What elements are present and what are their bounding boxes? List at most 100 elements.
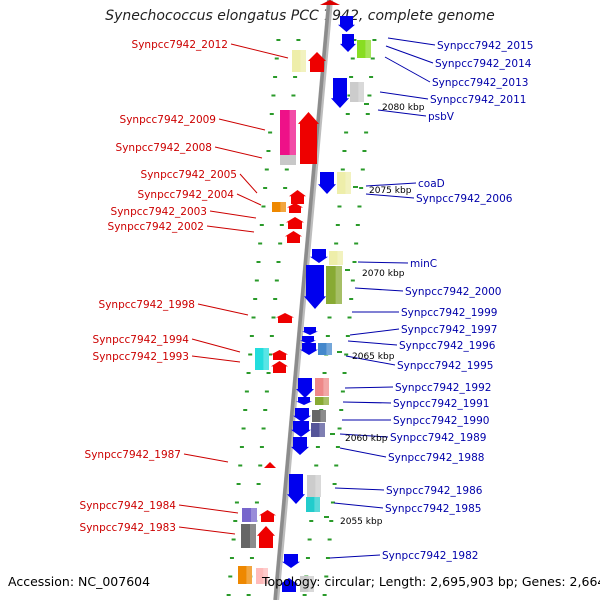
gene-label-left: Synpcc7942_2009 bbox=[120, 114, 216, 126]
gene-label-right: minC bbox=[410, 258, 437, 270]
label-connector bbox=[191, 355, 241, 363]
gene-arrow bbox=[286, 217, 304, 229]
gene-label-right: psbV bbox=[428, 111, 455, 123]
genome-title: Synechococcus elongatus PCC 7942, comple… bbox=[105, 8, 495, 24]
gene-box bbox=[326, 266, 342, 304]
label-connector bbox=[342, 401, 392, 404]
gene-arrow bbox=[302, 327, 318, 335]
gene-box-shade bbox=[326, 343, 332, 355]
gene-label-right: Synpcc7942_2006 bbox=[416, 193, 513, 205]
gene-labels: Synpcc7942_2012 Synpcc7942_2009 Synpcc7942… bbox=[80, 39, 534, 562]
gene-arrow bbox=[291, 437, 309, 455]
gene-label-right: Synpcc7942_2011 bbox=[430, 94, 526, 106]
gene-label-left: Synpcc7942_2005 bbox=[141, 169, 237, 181]
gene-label-right: Synpcc7942_2014 bbox=[435, 58, 532, 70]
label-connector bbox=[344, 386, 394, 389]
gene-box bbox=[306, 497, 320, 512]
gene-box bbox=[272, 202, 286, 212]
gene-label-left: Synpcc7942_1993 bbox=[93, 351, 189, 363]
gene-label-right: Synpcc7942_1990 bbox=[393, 415, 489, 427]
gene-arrow bbox=[280, 578, 298, 592]
gene-arrow bbox=[298, 112, 319, 164]
gene-arrow bbox=[331, 78, 349, 108]
tick-label: 2075 kbp bbox=[369, 186, 412, 196]
gene-box-shade bbox=[250, 524, 256, 548]
gene-label-left: Synpcc7942_1983 bbox=[80, 522, 176, 534]
gene-arrow bbox=[300, 336, 316, 344]
label-connector bbox=[178, 504, 239, 514]
gene-box bbox=[312, 410, 326, 422]
gene-label-right: Synpcc7942_1988 bbox=[388, 452, 484, 464]
gene-label-right: Synpcc7942_1995 bbox=[397, 360, 493, 372]
gene-features bbox=[238, 0, 371, 592]
tick-label: 2065 kbp bbox=[352, 352, 395, 362]
label-connectors bbox=[178, 37, 436, 559]
gene-box-shade bbox=[323, 378, 329, 396]
label-connector bbox=[333, 502, 384, 509]
gene-box bbox=[241, 524, 256, 548]
label-connector bbox=[345, 355, 396, 366]
gene-box-shade bbox=[335, 266, 342, 304]
label-connector bbox=[329, 554, 381, 559]
gene-box bbox=[292, 50, 306, 72]
gene-label-left: Synpcc7942_2008 bbox=[116, 142, 212, 154]
label-connector bbox=[349, 328, 400, 336]
gene-box-shade bbox=[315, 475, 321, 497]
label-connector bbox=[197, 303, 249, 316]
backbone-line bbox=[273, 0, 331, 600]
gene-box-shade bbox=[300, 50, 306, 72]
gene-arrow bbox=[296, 397, 312, 405]
gene-box bbox=[315, 397, 329, 405]
label-connector bbox=[377, 109, 427, 117]
gene-arrow bbox=[287, 474, 305, 504]
gene-box-shade bbox=[320, 410, 326, 422]
gene-box-shade bbox=[289, 110, 296, 165]
tick-label: 2070 kbp bbox=[362, 269, 405, 279]
gene-box bbox=[315, 378, 329, 396]
label-connector bbox=[357, 261, 409, 264]
gene-arrow bbox=[287, 203, 303, 213]
label-connector bbox=[379, 91, 429, 100]
label-connector bbox=[209, 210, 257, 219]
gene-label-right: Synpcc7942_1986 bbox=[386, 485, 483, 497]
gene-arrow bbox=[304, 265, 326, 309]
gene-label-right: Synpcc7942_1999 bbox=[401, 307, 497, 319]
gene-arrow bbox=[310, 249, 328, 263]
gene-label-left: Synpcc7942_1987 bbox=[85, 449, 181, 461]
gene-label-right: Synpcc7942_2015 bbox=[437, 40, 533, 52]
label-connector bbox=[365, 193, 415, 199]
gene-label-right: Synpcc7942_1996 bbox=[399, 340, 496, 352]
label-connector bbox=[230, 43, 289, 59]
label-connector bbox=[206, 225, 255, 233]
gene-label-right: Synpcc7942_1992 bbox=[395, 382, 491, 394]
label-connector bbox=[387, 37, 436, 46]
label-connector bbox=[236, 193, 262, 206]
gene-box-shade bbox=[308, 576, 314, 592]
gene-label-right: Synpcc7942_1982 bbox=[382, 550, 478, 562]
gene-box bbox=[256, 568, 268, 584]
gene-box-shade bbox=[358, 82, 364, 102]
gene-arrow bbox=[276, 313, 294, 323]
gene-arrow bbox=[296, 378, 314, 398]
gene-box-shade bbox=[251, 508, 257, 522]
gene-label-left: Synpcc7942_2003 bbox=[111, 206, 207, 218]
summary-text: Topology: circular; Length: 2,695,903 bp… bbox=[262, 574, 600, 589]
gene-box-shade bbox=[365, 40, 371, 58]
gene-box bbox=[318, 343, 332, 355]
gene-arrow bbox=[285, 231, 302, 243]
label-connector bbox=[178, 526, 236, 535]
gene-arrow bbox=[271, 361, 288, 373]
gene-label-right: Synpcc7942_1997 bbox=[401, 324, 497, 336]
label-connector bbox=[339, 433, 389, 438]
gene-label-left: Synpcc7942_2002 bbox=[108, 221, 204, 233]
label-connector bbox=[218, 118, 266, 131]
gene-label-left: Synpcc7942_2004 bbox=[138, 189, 235, 201]
label-connector bbox=[239, 173, 258, 194]
gene-box bbox=[280, 155, 296, 165]
gene-label-right: Synpcc7942_1991 bbox=[393, 398, 489, 410]
label-connector bbox=[339, 447, 387, 458]
gene-arrow bbox=[293, 408, 311, 422]
gene-arrow bbox=[318, 172, 336, 194]
label-connector bbox=[334, 487, 385, 491]
